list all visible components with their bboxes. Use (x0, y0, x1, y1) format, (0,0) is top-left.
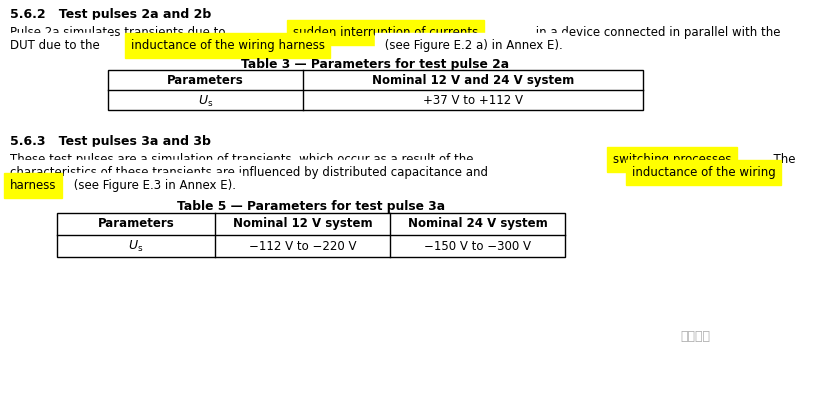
Text: 九章智驾: 九章智驾 (680, 330, 710, 343)
Text: (see Figure E.2 a) in Annex E).: (see Figure E.2 a) in Annex E). (381, 39, 563, 52)
Text: (see Figure E.3 in Annex E).: (see Figure E.3 in Annex E). (70, 179, 236, 192)
Text: Nominal 12 V and 24 V system: Nominal 12 V and 24 V system (372, 74, 574, 87)
Text: $U_\mathrm{s}$: $U_\mathrm{s}$ (198, 94, 214, 109)
Text: These test pulses are a simulation of transients, which occur as a result of the: These test pulses are a simulation of tr… (10, 153, 477, 166)
Text: Parameters: Parameters (167, 74, 243, 87)
Text: sudden interruption of currents: sudden interruption of currents (293, 26, 478, 39)
Text: +37 V to +112 V: +37 V to +112 V (423, 94, 523, 107)
Text: −112 V to −220 V: −112 V to −220 V (248, 240, 356, 253)
Text: . The: . The (766, 153, 795, 166)
Bar (108, 70, 643, 110)
Text: Nominal 12 V system: Nominal 12 V system (233, 217, 372, 230)
Text: Pulse 2a simulates transients due to: Pulse 2a simulates transients due to (10, 26, 229, 39)
Bar (57, 213, 565, 257)
Text: Nominal 24 V system: Nominal 24 V system (408, 217, 548, 230)
Text: 5.6.3   Test pulses 3a and 3b: 5.6.3 Test pulses 3a and 3b (10, 135, 211, 148)
Text: inductance of the wiring: inductance of the wiring (632, 166, 775, 179)
Text: in a device connected in parallel with the: in a device connected in parallel with t… (532, 26, 780, 39)
Text: harness: harness (10, 179, 57, 192)
Text: −150 V to −300 V: −150 V to −300 V (424, 240, 531, 253)
Text: inductance of the wiring harness: inductance of the wiring harness (130, 39, 325, 52)
Text: characteristics of these transients are influenced by distributed capacitance an: characteristics of these transients are … (10, 166, 492, 179)
Text: Table 3 — Parameters for test pulse 2a: Table 3 — Parameters for test pulse 2a (242, 58, 509, 71)
Text: Parameters: Parameters (97, 217, 175, 230)
Text: DUT due to the: DUT due to the (10, 39, 104, 52)
Text: switching processes: switching processes (613, 153, 731, 166)
Text: Table 5 — Parameters for test pulse 3a: Table 5 — Parameters for test pulse 3a (177, 200, 445, 213)
Text: $U_\mathrm{s}$: $U_\mathrm{s}$ (128, 239, 144, 254)
Text: 5.6.2   Test pulses 2a and 2b: 5.6.2 Test pulses 2a and 2b (10, 8, 211, 21)
